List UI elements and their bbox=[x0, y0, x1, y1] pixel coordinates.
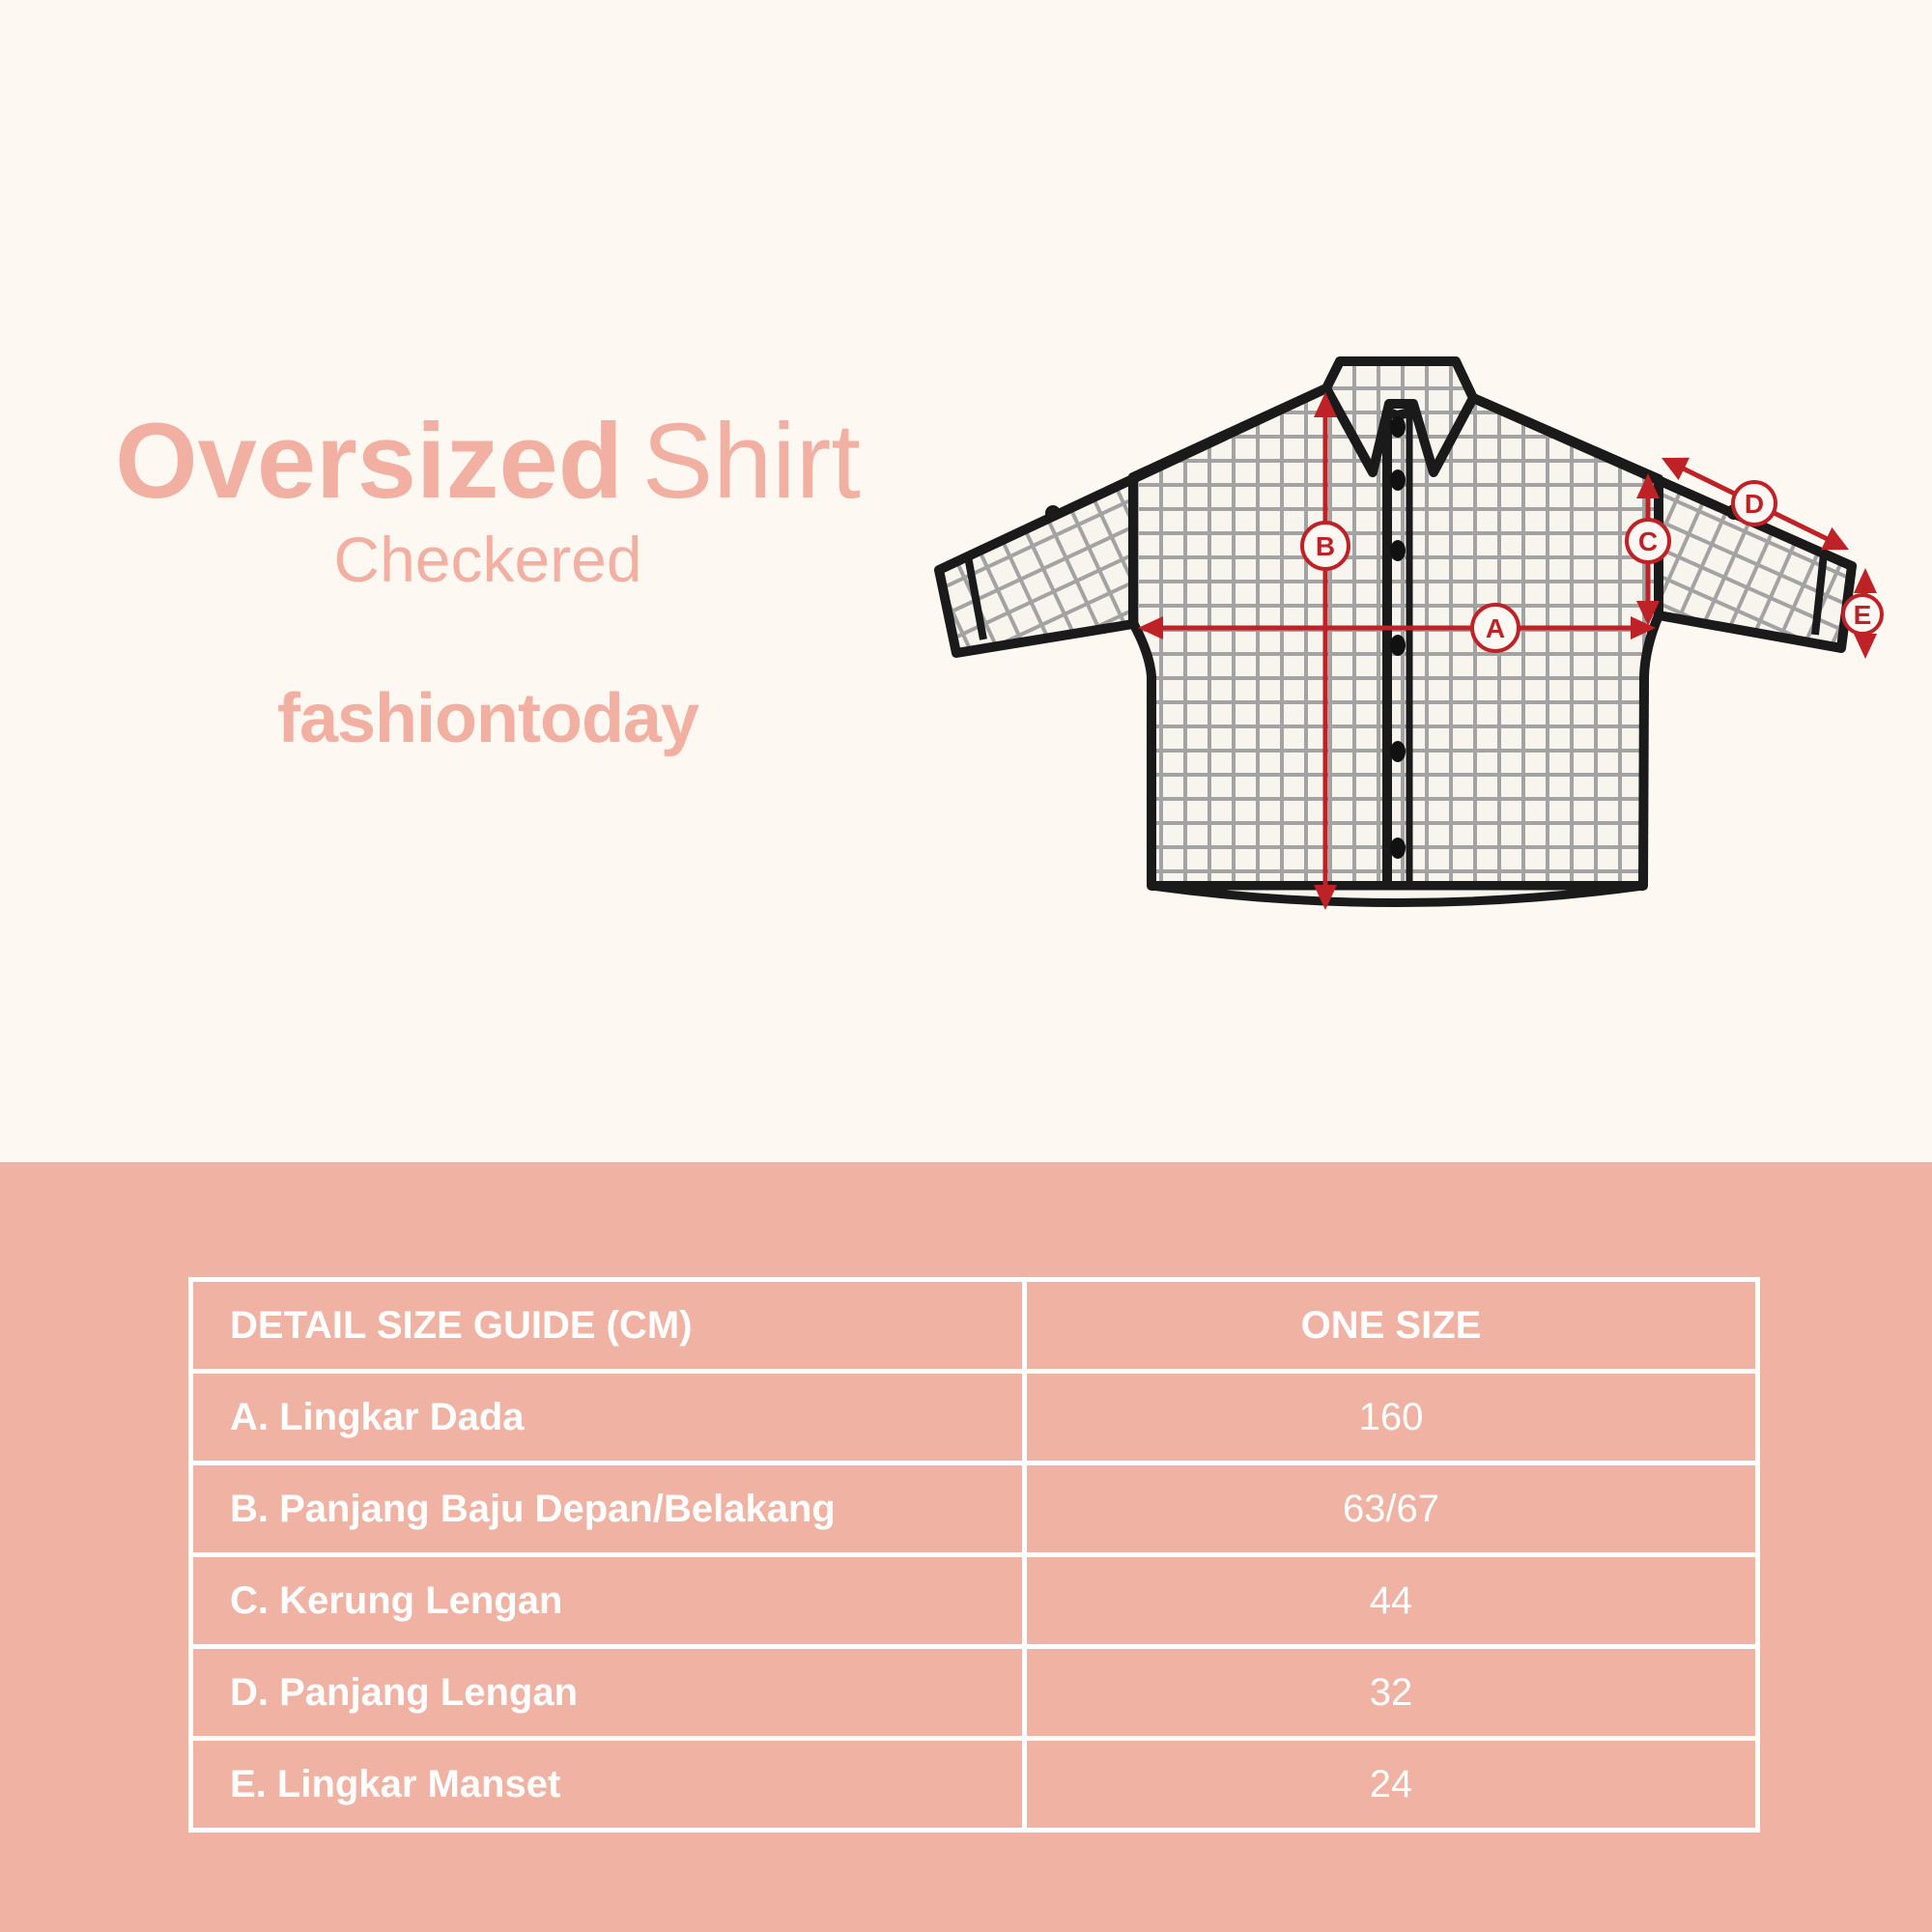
row-label: D. Panjang Lengan bbox=[188, 1644, 1027, 1741]
measure-label-a: A bbox=[1486, 613, 1505, 643]
hem-curve bbox=[1147, 881, 1648, 907]
row-value: 44 bbox=[1022, 1552, 1760, 1649]
page-title: Oversized Shirt bbox=[0, 406, 976, 518]
measure-label-e: E bbox=[1854, 600, 1872, 630]
left-cuff-seam bbox=[964, 555, 987, 640]
brand-logo: fashiontoday bbox=[276, 679, 699, 757]
row-label: E. Lingkar Manset bbox=[188, 1736, 1027, 1833]
row-value: 63/67 bbox=[1022, 1461, 1760, 1557]
table-row: C. Kerung Lengan 44 bbox=[188, 1552, 1760, 1649]
shirt-collar bbox=[1321, 356, 1478, 477]
row-value: 24 bbox=[1022, 1736, 1760, 1833]
title-block: Oversized Shirt Checkered fashiontoday bbox=[0, 406, 976, 753]
measure-label-d: D bbox=[1745, 489, 1764, 519]
measure-badge-b bbox=[1300, 521, 1350, 571]
row-label: B. Panjang Baju Depan/Belakang bbox=[188, 1461, 1027, 1557]
measure-badge-c bbox=[1625, 518, 1671, 564]
table-header-guide: DETAIL SIZE GUIDE (CM) bbox=[188, 1277, 1027, 1374]
measurement-labels: A B C D E bbox=[1300, 480, 1884, 653]
row-value: 32 bbox=[1022, 1644, 1760, 1741]
measure-badge-e bbox=[1841, 593, 1884, 636]
measure-badge-d bbox=[1731, 480, 1777, 526]
shirt-left-sleeve bbox=[934, 384, 1331, 658]
measure-label-c: C bbox=[1638, 526, 1658, 556]
shirt-placket bbox=[1382, 408, 1413, 887]
table-header-row: DETAIL SIZE GUIDE (CM) ONE SIZE bbox=[188, 1277, 1760, 1374]
shirt-diagram-svg: A B C D E bbox=[934, 356, 1884, 910]
row-value: 160 bbox=[1022, 1369, 1760, 1465]
product-variant: Checkered bbox=[333, 523, 642, 595]
measure-label-b: B bbox=[1316, 531, 1335, 561]
row-label: A. Lingkar Dada bbox=[188, 1369, 1027, 1465]
right-cuff-seam bbox=[1811, 553, 1828, 636]
shirt-measurement-diagram: A B C D E bbox=[908, 319, 1932, 947]
table-row: D. Panjang Lengan 32 bbox=[188, 1644, 1760, 1741]
table-row: E. Lingkar Manset 24 bbox=[188, 1736, 1760, 1833]
shirt-buttons bbox=[1390, 416, 1406, 859]
table-header-size: ONE SIZE bbox=[1022, 1277, 1760, 1374]
table-row: A. Lingkar Dada 160 bbox=[188, 1369, 1760, 1465]
measure-badge-a bbox=[1470, 603, 1520, 653]
product-name-regular: Shirt bbox=[641, 402, 861, 521]
left-sleeve-button bbox=[1045, 505, 1061, 521]
row-label: C. Kerung Lengan bbox=[188, 1552, 1027, 1649]
size-guide-table: DETAIL SIZE GUIDE (CM) ONE SIZE A. Lingk… bbox=[188, 1277, 1760, 1833]
product-name-bold: Oversized bbox=[115, 402, 623, 521]
table-row: B. Panjang Baju Depan/Belakang 63/67 bbox=[188, 1461, 1760, 1557]
